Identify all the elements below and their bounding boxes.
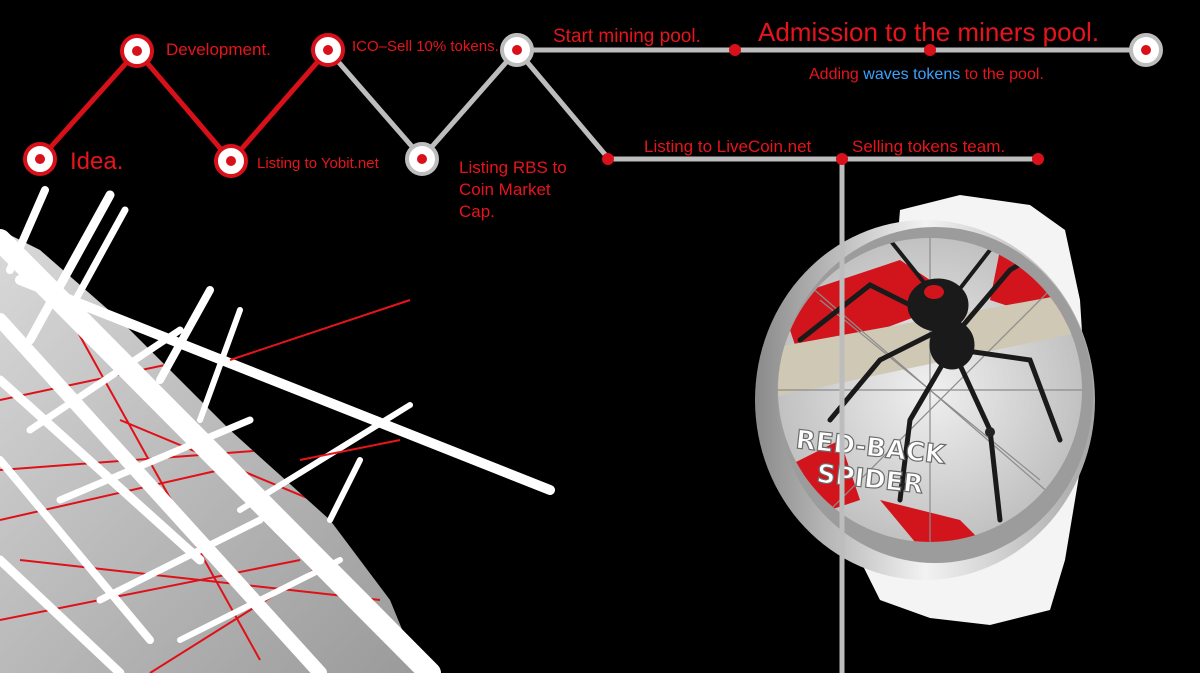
adding-waves-word: waves — [863, 66, 909, 83]
node-idea — [23, 142, 57, 176]
dot-selling — [836, 153, 848, 165]
roadmap-line-active — [37, 47, 331, 165]
dot-livecoin — [602, 153, 614, 165]
milestone-livecoin-label: Listing to LiveCoin.net — [644, 137, 812, 156]
dot-admission — [924, 44, 936, 56]
milestone-idea-label: Idea. — [70, 148, 124, 175]
milestone-rbs-label: Listing RBS to Coin Market Cap. — [459, 158, 567, 222]
node-development — [120, 34, 154, 68]
node-yobit — [214, 144, 248, 178]
dot-mining — [729, 44, 741, 56]
milestone-selling-label: Selling tokens team. — [852, 137, 1006, 156]
adding-suffix: to the pool. — [960, 66, 1044, 83]
adding-tokens-word: tokens — [913, 66, 961, 83]
milestone-development-label: Development. — [166, 40, 271, 59]
milestone-admission-label: Admission to the miners pool. — [758, 17, 1100, 47]
node-rbs — [405, 142, 439, 176]
node-ico — [311, 33, 345, 67]
node-mining — [500, 33, 534, 67]
dot-end — [1032, 153, 1044, 165]
node-final — [1129, 33, 1163, 67]
milestone-mining-label: Start mining pool. — [553, 26, 701, 47]
milestone-ico-label: ICO–Sell 10% tokens. — [352, 38, 499, 55]
milestone-adding-label: Adding waves tokens to the pool. — [809, 66, 1044, 84]
adding-prefix: Adding — [809, 66, 864, 83]
milestone-yobit-label: Listing to Yobit.net — [257, 155, 379, 172]
roadmap-line-future-1 — [325, 46, 611, 162]
